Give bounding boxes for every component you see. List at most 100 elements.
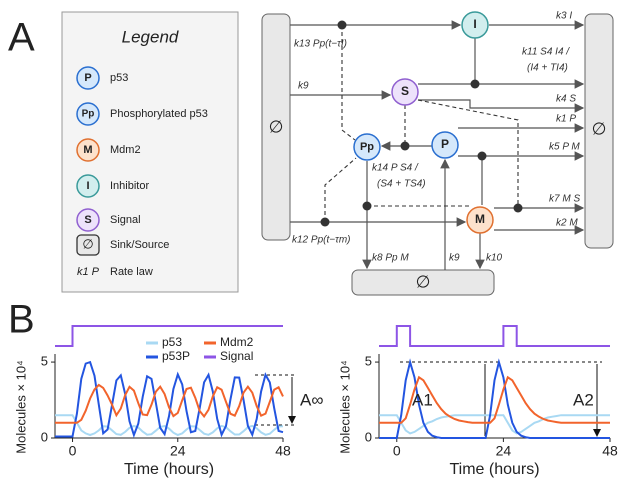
legend-symbol	[76, 102, 100, 126]
node-label: P	[441, 137, 449, 151]
annotation: A2	[573, 390, 594, 409]
legend-symbol	[76, 234, 100, 256]
regulation-dot	[400, 141, 410, 151]
legend-label: Sink/Source	[110, 239, 169, 251]
panel-label: A	[8, 16, 35, 60]
signal-line	[379, 325, 610, 347]
legend-label: Signal	[110, 214, 141, 226]
amplitude-arrow	[484, 364, 597, 436]
series-line	[55, 383, 284, 424]
rate-law: k4 S	[556, 94, 576, 105]
rate-law: k8 Pp M	[372, 253, 409, 264]
legend-symbol-text: ∅	[82, 236, 93, 251]
species-node	[466, 206, 494, 234]
y-tick-label: 0	[365, 429, 372, 444]
legend-label: Mdm2	[110, 144, 141, 156]
rate-law: k5 P M	[549, 142, 580, 153]
rate-law: k13 Pp(t−τI)	[294, 39, 347, 50]
sink-label: ∅	[269, 117, 284, 136]
regulation-dot	[320, 217, 330, 227]
node-label: Pp	[360, 141, 374, 153]
sink-label: ∅	[416, 272, 431, 291]
annotation: A1	[412, 390, 433, 409]
regulation-dot	[470, 79, 480, 89]
legend-label: Phosphorylated p53	[110, 108, 208, 120]
rate-law: k14 P S4 /	[372, 163, 419, 174]
sink-label: ∅	[592, 119, 607, 138]
rate-law: k9	[449, 253, 460, 264]
legend-title: Legend	[122, 27, 179, 46]
regulation-dot	[362, 201, 372, 211]
y-axis-label: Molecules × 10⁴	[13, 360, 28, 453]
species-node	[353, 133, 381, 161]
legend-label: p53P	[162, 349, 190, 363]
legend-label: p53	[110, 72, 128, 84]
x-tick-label: 48	[602, 443, 618, 459]
legend-symbol-text: M	[83, 144, 92, 156]
rate-law: k10	[486, 253, 503, 264]
rate-law: k1 P	[556, 114, 576, 125]
network-diagram: ∅ ∅ ∅ I S Pp P M k13 Pp(t−τI) k9 k12 Pp(…	[261, 11, 614, 296]
species-node	[461, 11, 489, 39]
amplitude-markers	[255, 361, 602, 436]
rate-law: (S4 + TS4)	[377, 179, 426, 190]
legend: Legend P p53 Pp Phosphorylated p53 M Mdm…	[61, 11, 239, 293]
amplitude-guide	[255, 374, 296, 426]
reaction-arrow	[418, 99, 585, 113]
regulation-dot	[513, 203, 523, 213]
legend-symbol	[76, 208, 100, 232]
series-line	[379, 358, 610, 439]
rate-law: k3 I	[556, 11, 572, 22]
species-node	[431, 131, 459, 159]
x-tick-label: 0	[393, 443, 401, 459]
legend-symbol-text: k1 P	[77, 266, 100, 278]
panel-label: B	[8, 298, 35, 342]
node-label: M	[475, 212, 485, 226]
species-node	[391, 78, 419, 106]
rate-law: k7 M S	[549, 194, 580, 205]
series-line	[55, 360, 284, 439]
x-axis-label: Time (hours)	[449, 461, 539, 478]
sink-box	[584, 13, 614, 249]
legend-symbol	[76, 138, 100, 162]
x-tick-label: 48	[275, 443, 291, 459]
x-tick-label: 24	[496, 443, 512, 459]
rate-law: k2 M	[556, 218, 578, 229]
rate-law: k12 Pp(t−τm)	[292, 235, 350, 246]
node-label: I	[473, 17, 476, 31]
x-tick-label: 0	[69, 443, 77, 459]
legend-symbol	[76, 174, 100, 198]
sink-box	[261, 13, 291, 241]
regulation-dot	[477, 151, 487, 161]
legend-symbol-text: Pp	[82, 109, 95, 120]
series-line	[55, 414, 284, 437]
legend-label: p53	[162, 335, 182, 349]
y-tick-label: 0	[41, 429, 48, 444]
legend-label: Rate law	[110, 266, 153, 278]
regulation-dot	[337, 20, 347, 30]
node-label: S	[401, 84, 409, 98]
legend-label: Signal	[220, 349, 253, 363]
rate-law: k9	[298, 81, 309, 92]
regulation-dashed	[417, 99, 519, 208]
regulation-dashed	[324, 157, 357, 222]
y-tick-label: 5	[41, 354, 48, 369]
regulation-dashed	[341, 25, 356, 141]
x-tick-label: 24	[170, 443, 186, 459]
signal-line	[55, 325, 283, 347]
series-line	[379, 375, 610, 424]
y-axis-label: Molecules × 10⁴	[337, 360, 352, 453]
y-tick-label: 5	[365, 354, 372, 369]
legend-symbol-text: I	[86, 180, 89, 192]
rate-law: k11 S4 I4 /	[522, 47, 570, 58]
legend-symbol	[76, 66, 100, 90]
x-axis-label: Time (hours)	[124, 461, 214, 478]
legend-symbol-text: P	[84, 72, 91, 84]
legend-label: Inhibitor	[110, 180, 149, 192]
sink-box	[351, 269, 495, 296]
legend-symbol-text: S	[84, 214, 91, 226]
legend-label: Mdm2	[220, 335, 254, 349]
rate-law: (I4 + TI4)	[527, 63, 568, 74]
annotation: A∞	[300, 390, 323, 409]
